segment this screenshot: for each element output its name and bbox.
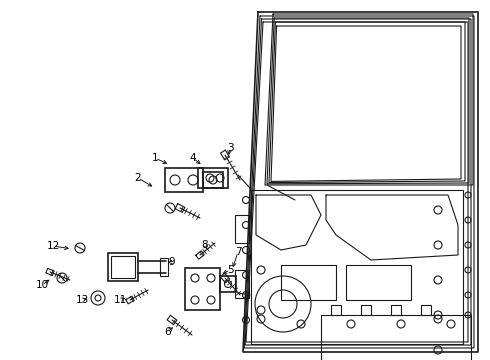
Text: 4: 4: [190, 153, 196, 163]
Bar: [391, 305, 401, 315]
Bar: [108, 253, 138, 281]
Bar: [111, 256, 135, 278]
Bar: [235, 270, 249, 298]
Bar: [361, 305, 371, 315]
Text: 12: 12: [47, 241, 60, 251]
Bar: [331, 305, 341, 315]
Bar: [165, 168, 203, 192]
Text: 8: 8: [202, 240, 208, 250]
Bar: [421, 305, 431, 315]
Bar: [198, 168, 228, 188]
Text: 5: 5: [227, 265, 233, 275]
Bar: [346, 265, 411, 300]
Text: 13: 13: [75, 295, 89, 305]
Text: 6: 6: [165, 327, 172, 337]
Text: 10: 10: [35, 280, 49, 290]
Text: 1: 1: [152, 153, 158, 163]
Text: 7: 7: [235, 247, 241, 257]
Text: 3: 3: [227, 143, 233, 153]
Bar: [160, 258, 168, 276]
Bar: [220, 276, 236, 292]
Text: 9: 9: [169, 257, 175, 267]
Bar: [203, 172, 223, 188]
Text: 2: 2: [135, 173, 141, 183]
Bar: [185, 268, 220, 310]
Bar: [281, 265, 336, 300]
Bar: [321, 315, 471, 360]
Bar: [235, 215, 249, 243]
Text: 11: 11: [113, 295, 126, 305]
